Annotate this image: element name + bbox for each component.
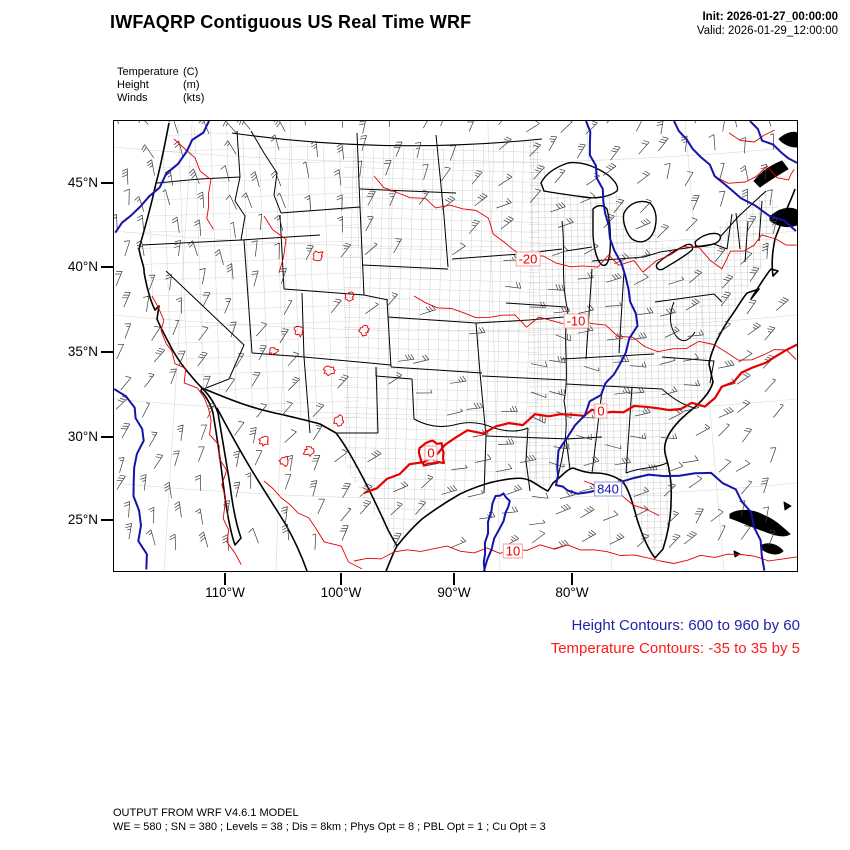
model-info: OUTPUT FROM WRF V4.6.1 MODEL WE = 580 ; … <box>113 806 546 834</box>
lat-tick-30n <box>101 436 113 438</box>
lat-label-35n: 35°N <box>67 344 98 359</box>
legend-variable: Winds <box>117 92 148 104</box>
lon-tick-110w <box>224 573 226 585</box>
lat-label-30n: 30°N <box>67 429 98 444</box>
lat-label-45n: 45°N <box>67 175 98 190</box>
init-time: Init: 2026-01-27_00:00:00 <box>702 11 838 23</box>
lon-label-110w: 110°W <box>205 585 245 600</box>
legend-variable: Temperature <box>117 66 179 78</box>
lat-label-40n: 40°N <box>67 259 98 274</box>
lon-label-80w: 80°W <box>555 585 589 600</box>
map-frame: -20 -10 0 0 10 840 <box>113 120 798 572</box>
map-canvas <box>114 121 797 571</box>
run-times: Init: 2026-01-27_00:00:00 Valid: 2026-01… <box>697 10 838 38</box>
temp-contour-label: 0 <box>424 445 438 461</box>
lat-tick-40n <box>101 266 113 268</box>
lon-label-90w: 90°W <box>437 585 471 600</box>
temp-contour-label: -10 <box>563 313 589 329</box>
legend-row-winds: Winds (kts) <box>117 92 204 105</box>
temperature-contour-info: Temperature Contours: -35 to 35 by 5 <box>550 640 800 657</box>
temp-contour-label: 10 <box>502 543 524 559</box>
legend-row-temperature: Temperature (C) <box>117 66 204 79</box>
lat-tick-25n <box>101 519 113 521</box>
lon-label-100w: 100°W <box>320 585 362 600</box>
legend-unit: (kts) <box>183 92 205 104</box>
lat-tick-45n <box>101 182 113 184</box>
valid-time: Valid: 2026-01-29_12:00:00 <box>696 25 838 37</box>
legend-variable: Height <box>117 79 149 91</box>
lon-tick-100w <box>340 573 342 585</box>
legend-unit: (m) <box>183 79 200 91</box>
page-title: IWFAQRP Contiguous US Real Time WRF <box>110 12 472 32</box>
legend-row-height: Height (m) <box>117 79 204 92</box>
temp-contour-label: 0 <box>594 403 608 419</box>
variables-legend: Temperature (C) Height (m) Winds (kts) <box>117 66 204 105</box>
model-info-line2: WE = 580 ; SN = 380 ; Levels = 38 ; Dis … <box>113 821 546 833</box>
lat-tick-35n <box>101 351 113 353</box>
lat-label-25n: 25°N <box>67 512 98 527</box>
lon-tick-80w <box>571 573 573 585</box>
height-contour-label: 840 <box>594 481 622 497</box>
height-contour-info: Height Contours: 600 to 960 by 60 <box>571 617 801 634</box>
temp-contour-label: -20 <box>515 251 541 267</box>
model-info-line1: OUTPUT FROM WRF V4.6.1 MODEL <box>113 807 299 819</box>
legend-unit: (C) <box>183 66 199 78</box>
lon-tick-90w <box>453 573 455 585</box>
